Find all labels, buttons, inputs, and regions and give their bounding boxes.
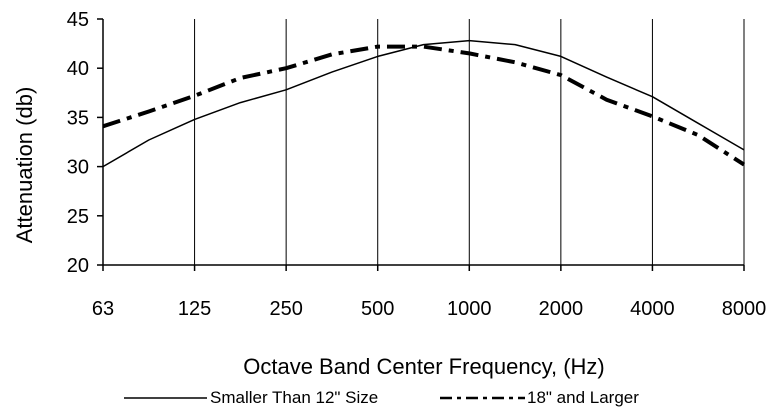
x-tick-label-63: 63 [92,298,114,320]
legend: Smaller Than 12" Size 18" and Larger [124,388,639,407]
x-tick-label-2000: 2000 [539,298,584,320]
y-tick-label-45: 45 [67,9,89,31]
y-tick-label-25: 25 [67,206,89,228]
y-axis-ticks: 20 25 30 35 40 45 [67,9,103,277]
legend-label-1: Smaller Than 12" Size [210,388,378,407]
x-tick-label-250: 250 [269,298,302,320]
x-tick-label-500: 500 [361,298,394,320]
y-tick-label-20: 20 [67,255,89,277]
y-tick-label-35: 35 [67,107,89,129]
x-tick-label-8000: 8000 [722,298,767,320]
y-tick-label-40: 40 [67,58,89,80]
series-line-1 [102,39,745,168]
x-tick-label-125: 125 [178,298,211,320]
x-tick-label-4000: 4000 [630,298,675,320]
legend-label-2: 18" and Larger [527,388,639,407]
y-tick-label-30: 30 [67,157,89,179]
x-tick-label-1000: 1000 [447,298,492,320]
series-line-2 [102,44,746,167]
y-axis-title: Attenuation (db) [12,87,37,244]
series-layer [102,39,746,168]
grid-lines [194,19,745,265]
x-axis-ticks: 63 125 250 500 1000 2000 4000 8000 [92,265,766,320]
x-axis-title: Octave Band Center Frequency, (Hz) [243,354,605,379]
